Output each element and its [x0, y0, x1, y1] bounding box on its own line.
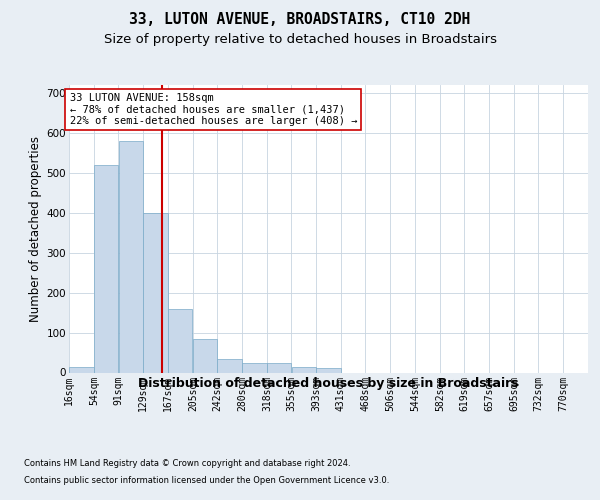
- Bar: [70, 366, 94, 372]
- Text: Distribution of detached houses by size in Broadstairs: Distribution of detached houses by size …: [139, 378, 519, 390]
- Bar: [94, 165, 118, 372]
- Bar: [267, 362, 292, 372]
- Bar: [119, 141, 143, 372]
- Text: Contains public sector information licensed under the Open Government Licence v3: Contains public sector information licen…: [24, 476, 389, 485]
- Bar: [193, 338, 217, 372]
- Text: 33, LUTON AVENUE, BROADSTAIRS, CT10 2DH: 33, LUTON AVENUE, BROADSTAIRS, CT10 2DH: [130, 12, 470, 28]
- Bar: [143, 213, 167, 372]
- Bar: [217, 358, 242, 372]
- Bar: [169, 308, 193, 372]
- Text: 33 LUTON AVENUE: 158sqm
← 78% of detached houses are smaller (1,437)
22% of semi: 33 LUTON AVENUE: 158sqm ← 78% of detache…: [70, 93, 357, 126]
- Bar: [292, 366, 316, 372]
- Y-axis label: Number of detached properties: Number of detached properties: [29, 136, 43, 322]
- Text: Size of property relative to detached houses in Broadstairs: Size of property relative to detached ho…: [104, 32, 497, 46]
- Bar: [316, 368, 341, 372]
- Text: Contains HM Land Registry data © Crown copyright and database right 2024.: Contains HM Land Registry data © Crown c…: [24, 458, 350, 468]
- Bar: [242, 362, 266, 372]
